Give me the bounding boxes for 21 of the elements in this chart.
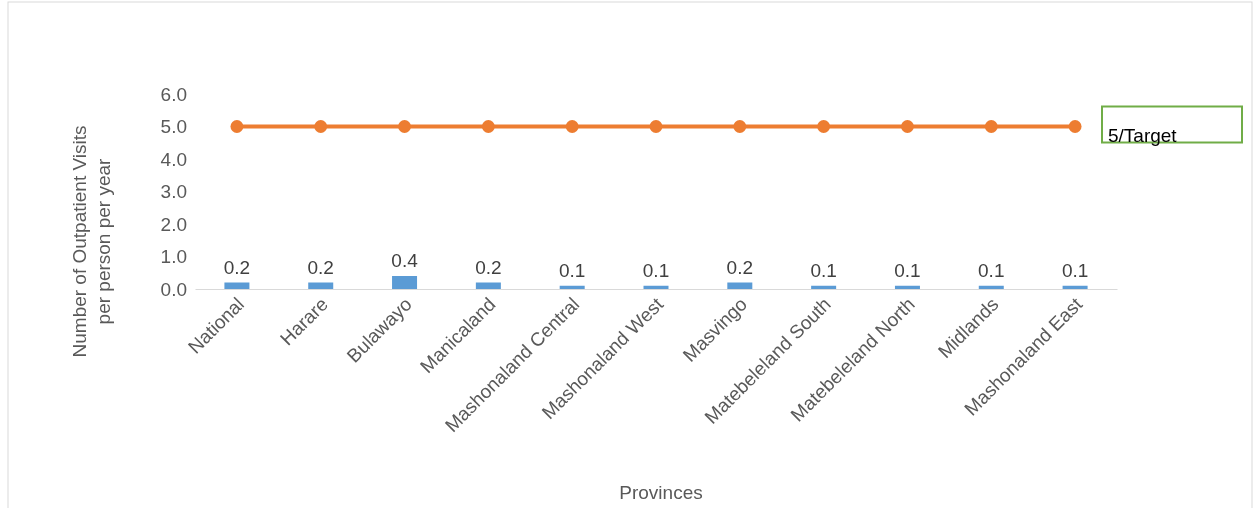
y-tick-label: 0.0 [160, 278, 187, 300]
y-axis-title: Number of Outpatient Visits per person per year [69, 125, 114, 358]
data-label: 0.1 [978, 259, 1005, 281]
y-tick-label: 5.0 [160, 116, 187, 138]
data-label: 0.1 [894, 259, 921, 281]
data-label: 0.4 [391, 250, 419, 271]
data-label: 0.2 [223, 256, 251, 278]
series-label: 5/Target [1108, 124, 1178, 146]
data-label: 0.2 [307, 256, 334, 278]
y-tick-label: 2.0 [160, 213, 187, 235]
data-label: 0.1 [810, 259, 837, 281]
data-label: 0.2 [726, 256, 754, 278]
data-label: 0.2 [475, 256, 502, 278]
x-axis-title: Provinces [619, 482, 703, 503]
data-label: 0.1 [642, 259, 670, 281]
y-tick-label: 1.0 [160, 246, 187, 268]
y-tick-label: 6.0 [160, 83, 187, 105]
data-label: 0.1 [1061, 259, 1089, 281]
y-tick-label: 4.0 [160, 148, 187, 170]
y-tick-label: 3.0 [160, 181, 187, 203]
data-label: 0.1 [558, 259, 586, 281]
